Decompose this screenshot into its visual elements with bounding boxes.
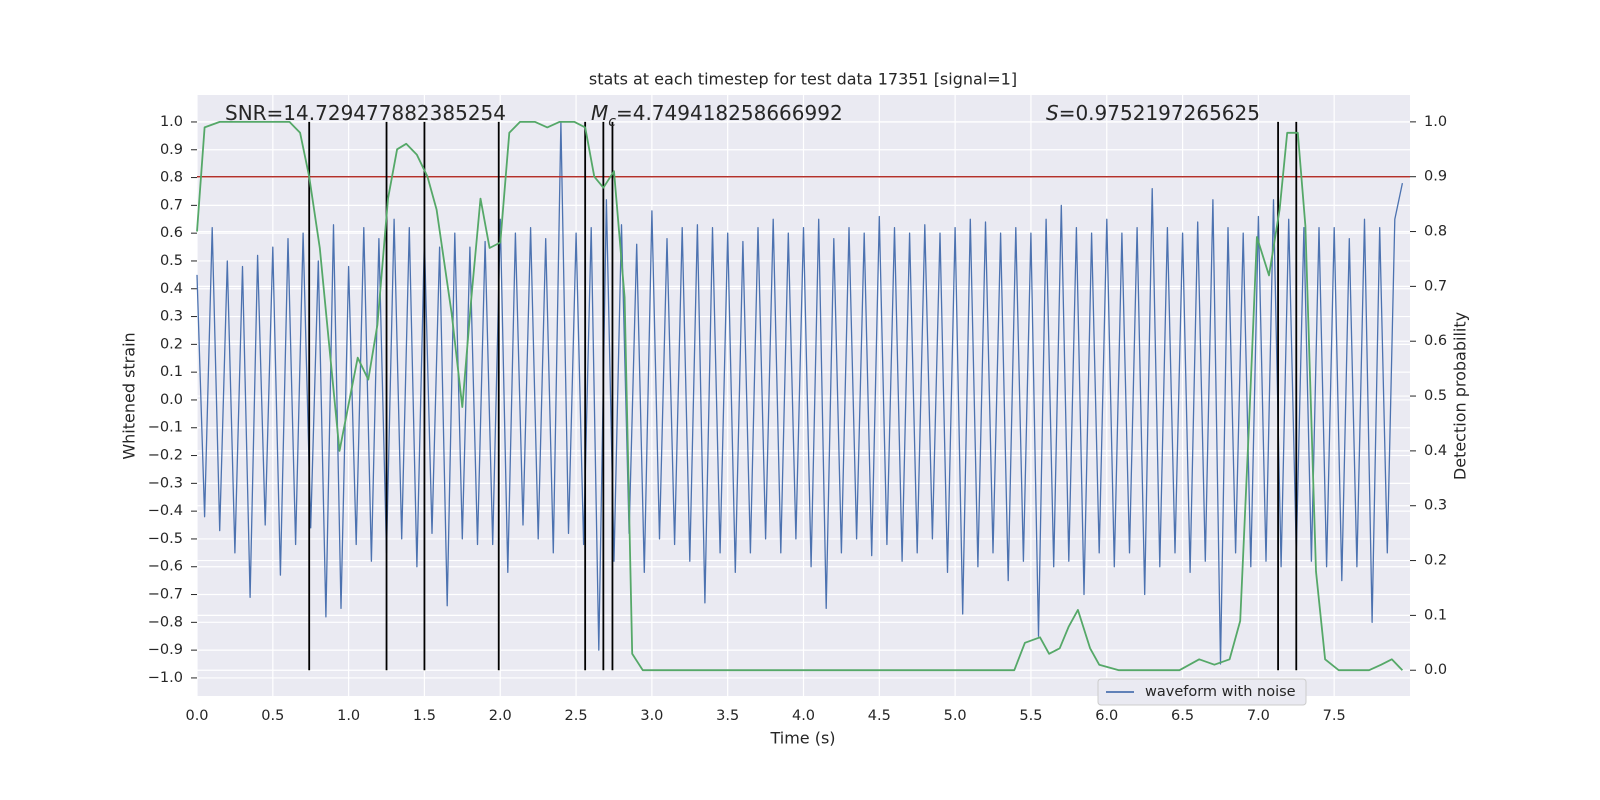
y-tick-label: 1.0: [160, 114, 183, 130]
y-tick-label: −0.1: [148, 420, 183, 436]
x-tick-label: 1.5: [413, 708, 436, 724]
x-tick-label: 1.0: [337, 708, 360, 724]
y-tick-label: 0.7: [160, 197, 183, 213]
y2-tick-label: 0.6: [1424, 333, 1447, 349]
y2-tick-label: 0.7: [1424, 278, 1447, 294]
y-tick-label: −0.4: [148, 503, 183, 519]
y2-tick-label: 0.9: [1424, 169, 1447, 185]
y-tick-label: 0.3: [160, 309, 183, 325]
y2-tick-label: 0.0: [1424, 662, 1447, 678]
y-tick-label: 0.2: [160, 336, 183, 352]
annotation: Mc=4.749418258666992: [591, 101, 843, 131]
x-tick-label: 2.0: [489, 708, 512, 724]
y-axis-label: Whitened strain: [120, 332, 139, 459]
x-tick-label: 4.5: [868, 708, 891, 724]
y-tick-label: 0.9: [160, 142, 183, 158]
x-tick-label: 6.5: [1171, 708, 1194, 724]
y2-tick-label: 0.5: [1424, 388, 1447, 404]
y-tick-label: 0.6: [160, 225, 183, 241]
annotation-part: M: [591, 101, 608, 125]
legend-box: [1097, 678, 1307, 706]
x-tick-label: 2.5: [565, 708, 588, 724]
annotation: S=0.9752197265625: [1046, 101, 1260, 125]
x-tick-label: 0.0: [185, 708, 208, 724]
y-tick-label: 0.4: [160, 281, 183, 297]
x-tick-label: 5.0: [944, 708, 967, 724]
y-tick-label: −0.9: [148, 642, 183, 658]
annotation-part: SNR=14.729477882385254: [225, 101, 506, 125]
x-tick-label: 4.0: [792, 708, 815, 724]
y-tick-label: −0.2: [148, 448, 183, 464]
y-tick-label: 0.1: [160, 364, 183, 380]
y2-tick-label: 0.3: [1424, 498, 1447, 514]
chart-title: stats at each timestep for test data 173…: [589, 70, 1017, 89]
y-tick-label: −0.5: [148, 531, 183, 547]
x-tick-label: 0.5: [261, 708, 284, 724]
y2-axis-label: Detection probability: [1451, 312, 1470, 480]
y2-tick-label: 1.0: [1424, 114, 1447, 130]
y-tick-label: 0.5: [160, 253, 183, 269]
y-tick-label: −0.6: [148, 559, 183, 575]
y-tick-label: −0.3: [148, 475, 183, 491]
y-tick-label: 0.8: [160, 170, 183, 186]
y-tick-label: −1.0: [148, 670, 183, 686]
annotation-part: c: [608, 114, 616, 130]
y-tick-label: 0.0: [160, 392, 183, 408]
annotation-part: S: [1046, 101, 1059, 125]
x-tick-label: 6.0: [1095, 708, 1118, 724]
y2-tick-label: 0.8: [1424, 224, 1447, 240]
y-tick-label: −0.8: [148, 614, 183, 630]
x-tick-label: 7.0: [1247, 708, 1270, 724]
annotation-part: =0.9752197265625: [1059, 101, 1260, 125]
x-tick-label: 3.5: [716, 708, 739, 724]
data-line: [196, 121, 1404, 672]
data-line: [196, 121, 1404, 665]
y2-tick-label: 0.4: [1424, 443, 1447, 459]
annotation: SNR=14.729477882385254: [225, 101, 506, 125]
annotation-part: =4.749418258666992: [616, 101, 843, 125]
y-tick-label: −0.7: [148, 587, 183, 603]
x-tick-label: 7.5: [1323, 708, 1346, 724]
y2-tick-label: 0.1: [1424, 607, 1447, 623]
x-tick-label: 3.0: [640, 708, 663, 724]
legend-label: waveform with noise: [1145, 684, 1296, 700]
x-axis-label: Time (s): [769, 729, 835, 748]
x-tick-label: 5.5: [1019, 708, 1042, 724]
y2-tick-label: 0.2: [1424, 553, 1447, 569]
legend: waveform with noise: [1097, 678, 1307, 706]
